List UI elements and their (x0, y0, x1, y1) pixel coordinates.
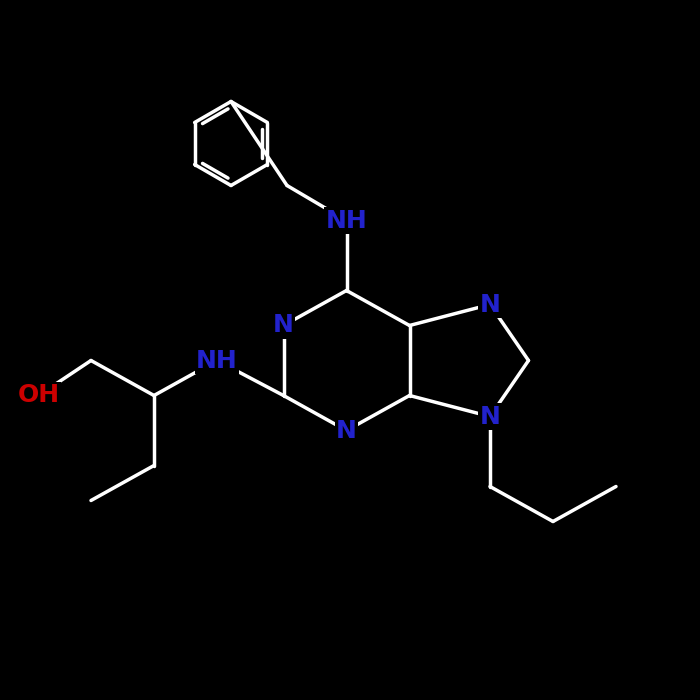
Text: NH: NH (196, 349, 238, 372)
Text: N: N (336, 419, 357, 442)
Text: N: N (273, 314, 294, 337)
Text: N: N (480, 405, 500, 428)
Text: NH: NH (326, 209, 368, 232)
Text: N: N (480, 293, 500, 316)
Text: OH: OH (18, 384, 60, 407)
